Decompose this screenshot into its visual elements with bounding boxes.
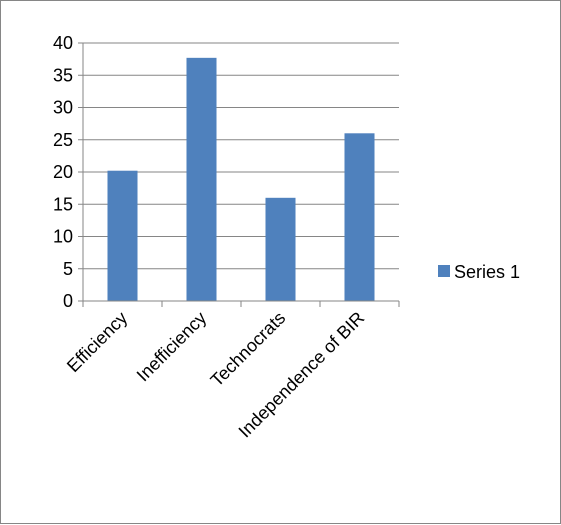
x-category-label: Technocrats — [207, 308, 290, 391]
legend: Series 1 — [438, 262, 520, 282]
y-tick-label: 15 — [53, 194, 73, 214]
legend-swatch-series-1 — [438, 265, 450, 277]
axes — [78, 42, 400, 307]
x-category-label: Efficiency — [63, 308, 131, 376]
y-tick-label: 0 — [63, 291, 73, 311]
y-tick-label: 30 — [53, 98, 73, 118]
bar-inefficiency — [186, 57, 217, 302]
bars — [107, 57, 375, 302]
bar-efficiency — [107, 170, 138, 301]
legend-label-series-1: Series 1 — [454, 262, 520, 282]
y-tick-label: 35 — [53, 65, 73, 85]
x-category-labels: Efficiency InefficiencyTechnocratsIndepen… — [63, 308, 368, 442]
x-category-label: Inefficiency — [133, 308, 211, 386]
y-tick-label: 10 — [53, 227, 73, 247]
bar-technocrats — [265, 197, 296, 301]
y-tick-label: 20 — [53, 162, 73, 182]
y-tick-label: 5 — [63, 259, 73, 279]
y-tick-label: 40 — [53, 33, 73, 53]
y-tick-labels: 0 5 10 15 20 25 30 35 40 — [53, 33, 73, 311]
bar-independence-of-bir — [344, 133, 375, 301]
y-tick-label: 25 — [53, 130, 73, 150]
